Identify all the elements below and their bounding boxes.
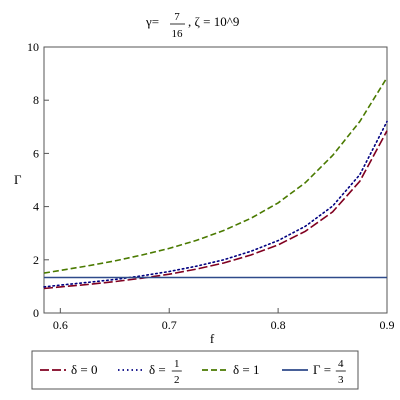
x-tick-label: 0.6 [53, 318, 68, 332]
plot-frame [43, 46, 388, 314]
y-tick-label: 8 [33, 93, 39, 107]
x-tick-label: 0.9 [380, 318, 395, 332]
series-line-0 [43, 130, 388, 290]
series-line-2 [43, 77, 388, 274]
y-tick-label: 2 [33, 253, 39, 267]
series-layer [43, 77, 388, 290]
legend-label: Γ = [313, 362, 331, 377]
title-gamma-label: γ= [145, 14, 159, 29]
legend-label: δ = [149, 362, 166, 377]
y-axis: 0 2 4 6 8 10 [27, 40, 49, 320]
legend-item-0: δ = 0 [40, 362, 97, 377]
legend-fraction-denominator: 2 [174, 374, 180, 386]
legend-label: δ = 1 [233, 362, 259, 377]
title-gamma-numerator: 7 [174, 11, 180, 23]
x-tick-label: 0.8 [271, 318, 286, 332]
legend-item-2: δ = 1 [202, 362, 259, 377]
series-line-1 [43, 120, 388, 288]
chart-title: γ= 7 16 , ζ = 10^9 [145, 11, 239, 40]
title-gamma-denominator: 16 [172, 28, 184, 40]
title-zeta: , ζ = 10^9 [188, 14, 239, 29]
legend-fraction-denominator: 3 [338, 374, 344, 386]
legend-item-3: Γ = 4 3 [282, 358, 346, 386]
y-tick-label: 0 [33, 306, 39, 320]
x-axis: 0.6 0.7 0.8 0.9 [53, 308, 395, 332]
x-axis-label: f [210, 331, 215, 346]
legend-items: δ = 0 δ = 1 2 δ = 1 Γ = 4 3 [40, 358, 346, 386]
legend-item-1: δ = 1 2 [118, 358, 182, 386]
y-axis-label: Γ [14, 172, 22, 187]
legend-fraction-numerator: 4 [338, 358, 344, 370]
y-tick-label: 10 [27, 40, 39, 54]
y-tick-label: 4 [33, 200, 39, 214]
x-tick-label: 0.7 [162, 318, 177, 332]
legend-fraction-numerator: 1 [174, 358, 180, 370]
y-tick-label: 6 [33, 146, 39, 160]
legend-label: δ = 0 [71, 362, 97, 377]
